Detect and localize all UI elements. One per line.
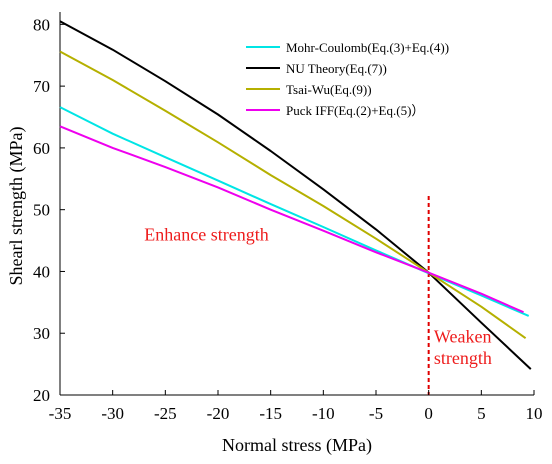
annotation-0: Enhance strength: [144, 225, 268, 245]
series-line-2: [59, 50, 527, 340]
series-layer: [59, 20, 532, 370]
annotation-2: strength: [434, 348, 492, 368]
legend-label-3: Puck IFF(Eq.(2)+Eq.(5)）: [286, 103, 424, 118]
x-axis-title: Normal stress (MPa): [222, 435, 372, 456]
y-tick-label: 60: [33, 139, 50, 158]
annotation-1: Weaken: [434, 326, 492, 346]
x-tick-label: -35: [49, 404, 72, 423]
x-tick-label: -10: [312, 404, 335, 423]
y-tick-label: 40: [33, 262, 50, 281]
legend: Mohr-Coulomb(Eq.(3)+Eq.(4)) NU Theory(Eq.…: [246, 40, 449, 118]
series-line-3: [59, 125, 524, 314]
y-tick-label: 70: [33, 77, 50, 96]
x-tick-label: -20: [207, 404, 230, 423]
y-tick-labels: 20 30 40 50 60 70 80: [33, 15, 65, 405]
series-line-0: [59, 106, 530, 317]
plot-area: [59, 12, 534, 396]
x-tick-label: 10: [526, 404, 543, 423]
x-tick-label: -5: [369, 404, 383, 423]
legend-label-1: NU Theory(Eq.(7)): [286, 61, 387, 76]
x-tick-labels: -35 -30 -25 -20 -15 -10 -5 0 5 10: [49, 390, 543, 423]
x-tick-label: 5: [477, 404, 486, 423]
y-tick-label: 30: [33, 324, 50, 343]
y-tick-label: 20: [33, 386, 50, 405]
y-tick-label: 50: [33, 201, 50, 220]
legend-label-2: Tsai-Wu(Eq.(9)): [286, 82, 372, 97]
y-axis-title: Shearl strength (MPa): [6, 127, 27, 286]
legend-label-0: Mohr-Coulomb(Eq.(3)+Eq.(4)): [286, 40, 449, 55]
y-tick-label: 80: [33, 15, 50, 34]
x-tick-label: -30: [101, 404, 124, 423]
x-tick-label: 0: [424, 404, 433, 423]
x-tick-label: -15: [259, 404, 282, 423]
x-tick-label: -25: [154, 404, 177, 423]
series-line-1: [59, 20, 532, 370]
